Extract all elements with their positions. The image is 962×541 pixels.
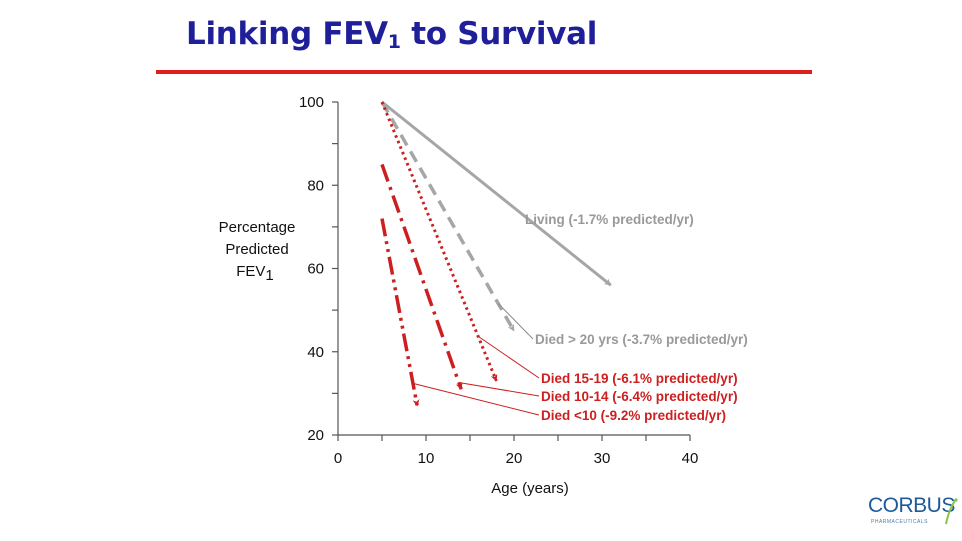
page-title: Linking FEV1 to Survival <box>186 16 597 53</box>
series-line-died-under-10 <box>380 218 420 407</box>
leader-line-died-10-14 <box>458 381 540 397</box>
logo-tagline: PHARMACEUTICALS <box>871 519 928 525</box>
x-tick-label: 10 <box>418 450 435 467</box>
x-tick-label: 30 <box>594 450 611 467</box>
title-subscript: 1 <box>387 31 401 53</box>
leader-line-died-under-10 <box>412 382 540 416</box>
series-label-living: Living (-1.7% predicted/yr) <box>525 212 694 227</box>
chart-ticks: 0 10 20 30 40 20 40 60 80 100 <box>299 94 698 467</box>
title-main: Linking FEV <box>186 16 388 52</box>
y-tick-label: 60 <box>307 261 324 278</box>
chart-series-lines <box>380 100 612 407</box>
x-tick-label: 40 <box>682 450 699 467</box>
y-tick-label: 100 <box>299 94 324 111</box>
series-line-died-15-19 <box>380 101 498 382</box>
y-axis-label-line3: FEV1 <box>236 263 274 284</box>
series-label-died-under-10: Died <10 (-9.2% predicted/yr) <box>541 408 726 423</box>
leader-line-died-15-19 <box>477 335 540 379</box>
chart-axis-labels: Age (years) Percentage Predicted FEV1 <box>219 219 569 497</box>
series-line-died-over-20 <box>380 101 516 332</box>
series-label-died-over-20: Died > 20 yrs (-3.7% predicted/yr) <box>535 332 748 347</box>
company-logo: CORBUS PHARMACEUTICALS <box>868 494 958 534</box>
y-axis-label-subscript: 1 <box>265 267 273 284</box>
y-axis-label-fev: FEV <box>236 263 265 280</box>
x-tick-label: 0 <box>334 450 342 467</box>
y-tick-label: 20 <box>307 427 324 444</box>
y-tick-label: 40 <box>307 344 324 361</box>
x-tick-label: 20 <box>506 450 523 467</box>
title-rest: to Survival <box>400 16 598 52</box>
leader-line-died-over-20 <box>497 303 534 340</box>
y-axis-label-line2: Predicted <box>225 241 288 258</box>
logo-name: CORBUS <box>868 494 955 517</box>
logo-swoosh-icon <box>945 498 958 525</box>
series-line-died-10-14 <box>380 163 463 390</box>
chart-series-labels: Living (-1.7% predicted/yr) Died > 20 yrs… <box>412 212 748 423</box>
y-tick-label: 80 <box>307 177 324 194</box>
x-axis-label: Age (years) <box>491 480 569 497</box>
series-label-died-15-19: Died 15-19 (-6.1% predicted/yr) <box>541 371 738 386</box>
series-line-living <box>381 100 612 287</box>
series-label-died-10-14: Died 10-14 (-6.4% predicted/yr) <box>541 389 738 404</box>
title-underline <box>156 70 812 74</box>
y-axis-label-line1: Percentage <box>219 219 296 236</box>
